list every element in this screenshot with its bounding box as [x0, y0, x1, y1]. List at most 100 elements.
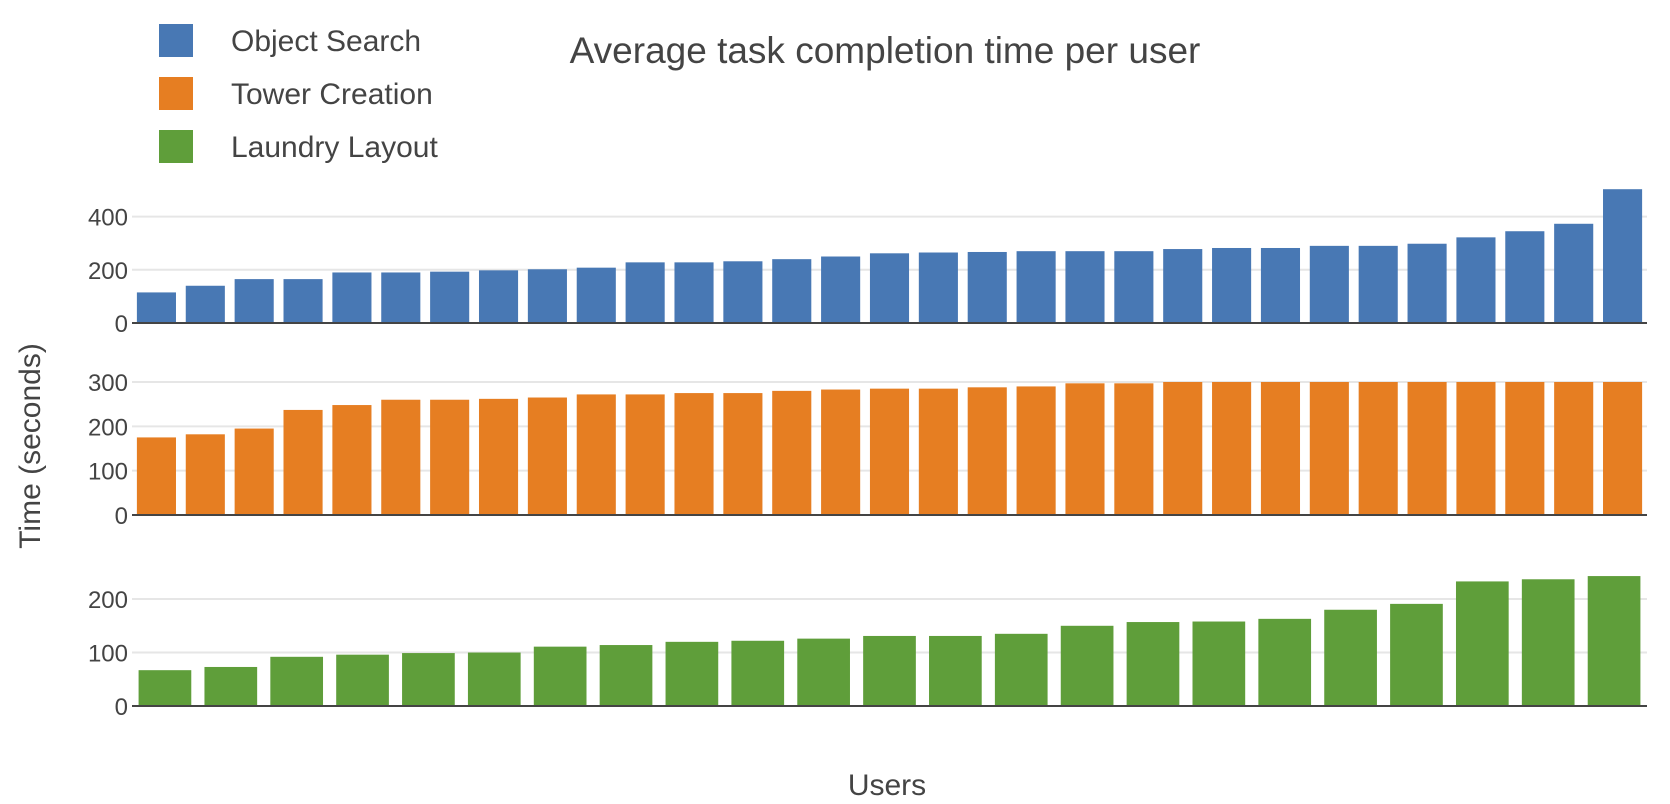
bar-object-search-23 [1212, 247, 1252, 323]
y-tick-object-search-200: 200 [88, 258, 128, 285]
bar-laundry-layout-7 [533, 646, 587, 706]
bar-tower-creation-13 [723, 393, 763, 515]
bar-tower-creation-27 [1407, 382, 1447, 515]
y-tick-object-search-0: 0 [115, 311, 128, 338]
bar-object-search-27 [1407, 243, 1447, 323]
bar-tower-creation-9 [527, 397, 567, 515]
panel-laundry-layout: 0 100 200 [88, 576, 1647, 721]
bar-tower-creation-14 [772, 390, 812, 515]
legend-swatch-object-search [159, 24, 193, 57]
bar-object-search-3 [234, 279, 274, 323]
y-tick-tower-creation-300: 300 [88, 370, 128, 397]
bar-object-search-15 [821, 256, 861, 323]
bar-object-search-12 [674, 262, 714, 323]
bar-object-search-24 [1260, 247, 1301, 323]
bar-tower-creation-15 [821, 389, 861, 515]
x-axis-title: Users [848, 769, 926, 802]
bar-tower-creation-28 [1456, 382, 1496, 515]
bar-tower-creation-30 [1554, 382, 1594, 515]
bar-tower-creation-24 [1260, 382, 1301, 515]
bar-tower-creation-25 [1309, 382, 1349, 515]
y-axis-title: Time (seconds) [14, 343, 47, 549]
y-tick-laundry-layout-100: 100 [88, 641, 128, 668]
bar-tower-creation-20 [1065, 383, 1105, 515]
bar-object-search-25 [1309, 245, 1349, 323]
bar-object-search-11 [625, 262, 665, 323]
bar-object-search-20 [1065, 251, 1105, 323]
bar-tower-creation-26 [1358, 382, 1398, 515]
bar-tower-creation-23 [1212, 382, 1252, 515]
bar-laundry-layout-12 [863, 635, 916, 706]
bar-laundry-layout-2 [204, 666, 258, 706]
bar-object-search-9 [527, 269, 567, 323]
bar-tower-creation-6 [381, 399, 421, 515]
bar-tower-creation-1 [136, 437, 176, 515]
y-tick-laundry-layout-0: 0 [115, 694, 128, 721]
bar-tower-creation-3 [234, 428, 274, 515]
bar-tower-creation-31 [1603, 382, 1643, 515]
bar-laundry-layout-10 [731, 640, 785, 706]
bar-tower-creation-7 [430, 399, 470, 515]
bar-tower-creation-2 [185, 434, 225, 515]
bar-object-search-22 [1163, 249, 1203, 323]
y-tick-tower-creation-100: 100 [88, 459, 128, 486]
bar-tower-creation-18 [967, 387, 1007, 515]
bar-laundry-layout-11 [797, 638, 850, 706]
legend-swatch-laundry-layout [159, 130, 193, 163]
bar-tower-creation-5 [332, 405, 372, 515]
bar-tower-creation-19 [1016, 386, 1056, 515]
bar-laundry-layout-6 [467, 652, 521, 706]
bar-tower-creation-22 [1163, 382, 1203, 515]
bar-object-search-26 [1358, 245, 1398, 323]
bar-laundry-layout-13 [929, 635, 982, 706]
bar-object-search-13 [723, 261, 763, 323]
bar-object-search-10 [576, 267, 616, 323]
chart-title: Average task completion time per user [570, 30, 1201, 71]
bar-tower-creation-8 [478, 398, 519, 515]
bar-object-search-14 [772, 259, 812, 323]
bar-laundry-layout-3 [270, 656, 324, 706]
legend-swatch-tower-creation [159, 77, 193, 110]
bar-laundry-layout-22 [1521, 579, 1575, 706]
panel-object-search: 0 200 400 [88, 189, 1647, 338]
chart-panels: 0 200 400 0 100 200 300 0 100 200 [88, 189, 1647, 721]
bar-tower-creation-11 [625, 394, 665, 515]
bar-object-search-4 [283, 279, 323, 323]
bar-laundry-layout-21 [1455, 581, 1509, 706]
bar-object-search-21 [1114, 251, 1154, 323]
bar-object-search-19 [1016, 251, 1056, 323]
bar-object-search-17 [918, 252, 958, 323]
bar-laundry-layout-23 [1587, 576, 1641, 706]
bar-object-search-18 [967, 251, 1007, 323]
bar-object-search-30 [1554, 223, 1594, 323]
legend-label-laundry-layout: Laundry Layout [231, 131, 438, 164]
legend: Object Search Tower Creation Laundry Layou… [159, 24, 438, 164]
y-tick-laundry-layout-200: 200 [88, 587, 128, 614]
bar-tower-creation-12 [674, 393, 714, 515]
bar-laundry-layout-19 [1324, 609, 1377, 706]
bar-object-search-5 [332, 272, 372, 323]
bar-laundry-layout-9 [665, 641, 719, 706]
y-tick-tower-creation-200: 200 [88, 414, 128, 441]
bar-tower-creation-10 [576, 394, 616, 515]
bar-laundry-layout-17 [1192, 621, 1246, 706]
bar-object-search-31 [1603, 189, 1643, 323]
legend-label-tower-creation: Tower Creation [231, 78, 433, 111]
bar-object-search-7 [430, 271, 470, 323]
bar-laundry-layout-8 [599, 645, 653, 706]
bar-laundry-layout-14 [994, 633, 1048, 706]
bar-object-search-1 [136, 292, 176, 323]
bar-tower-creation-4 [283, 409, 323, 515]
bar-laundry-layout-16 [1126, 622, 1180, 706]
panel-tower-creation: 0 100 200 300 [88, 370, 1647, 530]
bar-laundry-layout-1 [138, 670, 192, 706]
bar-object-search-8 [478, 270, 519, 323]
bar-object-search-29 [1505, 231, 1545, 323]
bar-laundry-layout-20 [1390, 603, 1443, 706]
bar-tower-creation-17 [918, 388, 958, 515]
bar-tower-creation-21 [1114, 383, 1154, 515]
y-tick-object-search-400: 400 [88, 205, 128, 232]
y-tick-tower-creation-0: 0 [115, 503, 128, 530]
bar-tower-creation-29 [1505, 382, 1545, 515]
